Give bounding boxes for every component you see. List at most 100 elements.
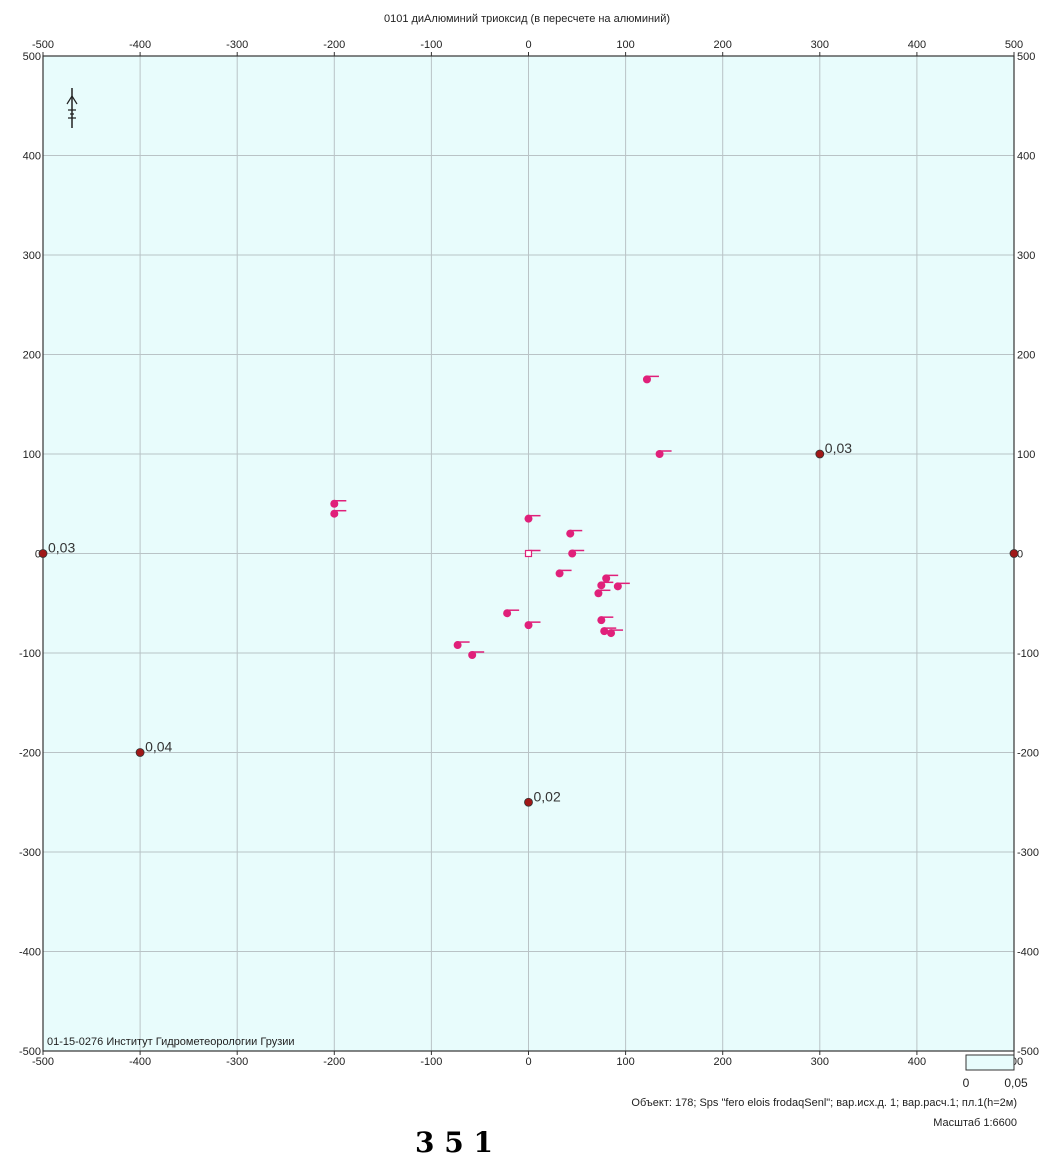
emission-source (597, 616, 614, 625)
y-tick-label-left: -300 (19, 847, 41, 859)
x-tick-label-bottom: 100 (616, 1056, 634, 1068)
receptor-point (135, 748, 145, 757)
receptor-point (38, 549, 48, 558)
x-tick-label-bottom: -100 (420, 1056, 442, 1068)
emission-source (607, 629, 624, 638)
color-legend: 0 0,05 (963, 1054, 1028, 1090)
source-marker (524, 514, 533, 523)
bottom-caption: 3 5 1 (415, 1126, 493, 1159)
source-marker-hollow (524, 549, 533, 558)
y-tick-label-right: 200 (1017, 350, 1035, 362)
emission-source (613, 582, 630, 591)
source-marker (468, 650, 477, 659)
y-tick-label-right: 500 (1017, 51, 1035, 63)
emission-source (555, 569, 572, 578)
source-marker (597, 616, 606, 625)
receptor-point (1009, 549, 1019, 558)
map-title: 0101 диАлюминий триоксид (в пересчете на… (384, 13, 670, 25)
y-tick-label-right: 300 (1017, 250, 1035, 262)
x-tick-label-bottom: 200 (714, 1056, 732, 1068)
y-tick-label-right: -200 (1017, 748, 1039, 760)
y-tick-label-left: 200 (23, 350, 41, 362)
y-tick-label-left: -200 (19, 748, 41, 760)
y-tick-label-right: -400 (1017, 947, 1039, 959)
concentration-label: 0,04 (145, 739, 172, 755)
source-marker (597, 581, 606, 590)
source-marker (555, 569, 564, 578)
y-tick-label-left: 0 (35, 549, 41, 561)
emission-source (597, 581, 614, 590)
x-tick-label-top: 100 (616, 39, 634, 51)
x-tick-label-top: 200 (714, 39, 732, 51)
concentration-label: 0,03 (825, 440, 852, 456)
y-tick-label-left: 400 (23, 151, 41, 163)
emission-source (503, 609, 520, 618)
source-marker (607, 629, 616, 638)
y-tick-label-left: -400 (19, 947, 41, 959)
y-tick-label-right: -100 (1017, 648, 1039, 660)
concentration-label: 0,03 (48, 540, 75, 556)
source-marker (613, 582, 622, 591)
source-marker (330, 499, 339, 508)
footer-object-info: Объект: 178; Sps "fero elois frodaqSenl"… (631, 1097, 1017, 1109)
x-tick-label-top: -500 (32, 39, 54, 51)
emission-source (524, 621, 541, 630)
emission-source (524, 514, 541, 523)
source-marker (642, 375, 651, 384)
x-tick-label-top: -200 (323, 39, 345, 51)
north-arrow-mark (68, 109, 76, 119)
source-marker (503, 609, 512, 618)
y-tick-label-left: 300 (23, 250, 41, 262)
x-tick-label-top: 400 (908, 39, 926, 51)
emission-source-area (524, 549, 541, 558)
source-marker (568, 549, 577, 558)
y-tick-label-left: 500 (23, 51, 41, 63)
x-tick-label-top: -300 (226, 39, 248, 51)
legend-swatch (965, 1054, 1015, 1071)
emission-source (594, 589, 611, 598)
x-tick-label-top: 0 (525, 39, 531, 51)
north-arrow-head (66, 94, 78, 105)
emission-source (600, 627, 617, 636)
emission-source (330, 499, 347, 508)
source-marker (524, 621, 533, 630)
emission-source (568, 549, 585, 558)
y-tick-label-right: -500 (1017, 1046, 1039, 1058)
x-tick-label-top: 500 (1005, 39, 1023, 51)
emission-source (468, 650, 485, 659)
y-tick-label-right: 400 (1017, 151, 1035, 163)
legend-max-label: 0,05 (1004, 1076, 1028, 1090)
y-tick-label-left: 100 (23, 449, 41, 461)
source-marker (330, 509, 339, 518)
source-marker (566, 529, 575, 538)
source-marker (600, 627, 609, 636)
institute-label: 01-15-0276 Институт Гидрометеорологии Гр… (47, 1036, 295, 1048)
receptor-point (524, 797, 533, 807)
y-tick-label-right: 0 (1017, 549, 1023, 561)
emission-source (566, 529, 583, 538)
x-tick-label-top: -400 (129, 39, 151, 51)
x-tick-label-bottom: -500 (32, 1056, 54, 1068)
x-tick-label-bottom: -300 (226, 1056, 248, 1068)
x-tick-label-top: 300 (811, 39, 829, 51)
x-tick-label-bottom: 300 (811, 1056, 829, 1068)
concentration-label: 0,02 (534, 788, 561, 804)
tick-labels: -500-500-400-400-300-300-200-200-100-100… (19, 39, 1039, 1068)
emission-source (453, 641, 470, 650)
source-marker (602, 574, 611, 583)
y-tick-label-right: -300 (1017, 847, 1039, 859)
y-tick-label-right: 100 (1017, 449, 1035, 461)
x-tick-label-bottom: -400 (129, 1056, 151, 1068)
emission-source (642, 375, 659, 384)
map-marks: 0,03 0,04 0,03 0,02 (38, 375, 1019, 807)
x-tick-label-bottom: 0 (525, 1056, 531, 1068)
receptor-point (815, 449, 825, 459)
y-tick-label-left: -500 (19, 1046, 41, 1058)
emission-source (655, 450, 672, 458)
emission-source (602, 574, 619, 583)
source-marker (655, 450, 664, 458)
source-marker (594, 589, 603, 598)
x-tick-label-bottom: 400 (908, 1056, 926, 1068)
source-marker (453, 641, 462, 650)
